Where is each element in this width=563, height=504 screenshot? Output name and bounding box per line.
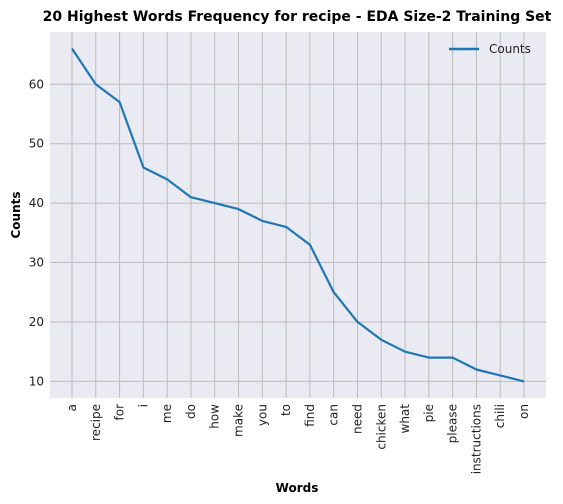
y-tick-labels: 10 20 30 40 50 60	[29, 77, 44, 388]
y-gridlines	[50, 83, 546, 382]
x-tick-label: pie	[422, 404, 436, 422]
y-axis-label: Counts	[9, 191, 23, 238]
x-tick-label: do	[184, 404, 198, 419]
x-axis-label: Words	[276, 481, 319, 495]
x-tick-label: to	[279, 404, 293, 416]
y-tick-label: 40	[29, 196, 44, 210]
y-tick-label: 20	[29, 315, 44, 329]
series-layer	[71, 47, 525, 383]
x-tick-label: for	[113, 404, 127, 421]
x-gridlines	[71, 32, 525, 398]
x-tick-label: what	[398, 404, 412, 434]
x-tick-label: how	[208, 404, 222, 429]
x-tick-label: me	[160, 404, 174, 423]
y-tick-label: 10	[29, 374, 44, 388]
x-tick-label: on	[517, 404, 531, 419]
x-tick-label: a	[65, 404, 79, 411]
legend-label: Counts	[489, 42, 531, 56]
x-tick-label: can	[327, 404, 341, 426]
legend: Counts	[449, 42, 531, 56]
series-line-counts	[71, 47, 525, 383]
y-tick-label: 60	[29, 77, 44, 91]
x-tick-label: please	[446, 404, 460, 443]
x-tick-labels: a recipe for i me do how make you to find can need ch…	[65, 404, 531, 475]
plot-area	[50, 32, 546, 398]
x-tick-label: you	[255, 404, 269, 426]
x-tick-label: recipe	[89, 404, 103, 441]
x-tick-label: find	[303, 404, 317, 427]
y-tick-label: 50	[29, 137, 44, 151]
x-tick-label: make	[232, 404, 246, 437]
x-tick-label: chicken	[374, 404, 388, 450]
x-tick-label: i	[136, 404, 150, 407]
y-tick-label: 30	[29, 256, 44, 270]
x-tick-label: chili	[493, 404, 507, 428]
x-tick-label: instructions	[469, 404, 483, 474]
x-tick-label: need	[350, 404, 364, 434]
chart-title: 20 Highest Words Frequency for recipe - …	[43, 9, 552, 25]
